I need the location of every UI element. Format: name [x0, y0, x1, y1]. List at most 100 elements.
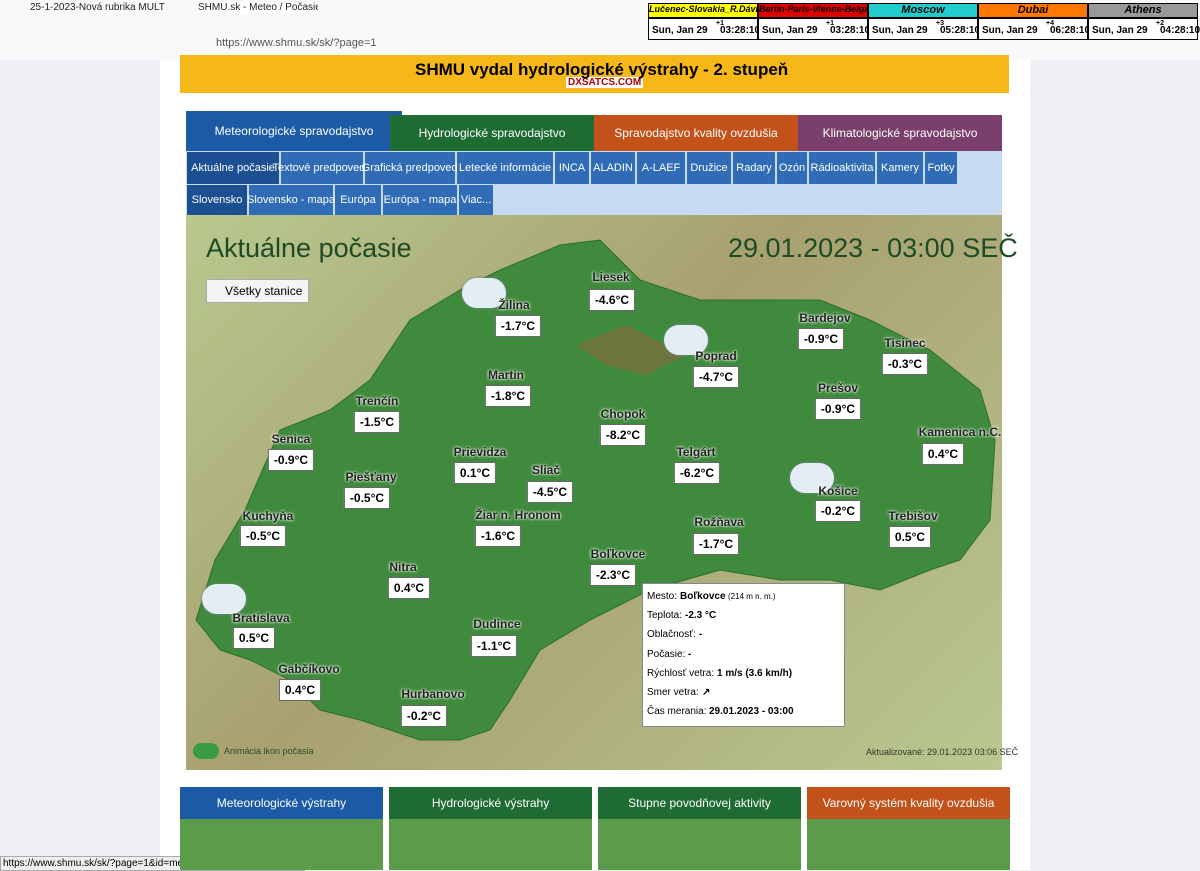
sub-tab[interactable]: Aktuálne počasie	[187, 152, 279, 184]
panel-map	[598, 819, 801, 870]
logo: DXSATCS.COM	[566, 77, 644, 88]
panel-title[interactable]: Meteorologické výstrahy	[180, 787, 383, 819]
tab[interactable]: 25-1-2023-Nová rubrika MULTISTR	[30, 2, 165, 13]
sub-tab[interactable]: Grafická predpoveď	[362, 152, 458, 184]
tooltip-extra: (214 m n. m.)	[728, 592, 776, 601]
station-temp[interactable]: -4.7°C	[692, 366, 740, 388]
clock-city: Lučenec-Slovakia_R.Dávid	[648, 3, 764, 18]
station-temp[interactable]: -1.1°C	[470, 635, 518, 657]
station-name: Košice	[818, 484, 858, 498]
tooltip-value: -2.3 °C	[685, 610, 717, 622]
sub-tab[interactable]: Kamery	[877, 152, 923, 184]
sub-tab[interactable]: Textové predpovede	[272, 152, 372, 184]
clock-city: Dubai	[978, 3, 1088, 18]
sub-tab[interactable]: Družice	[687, 152, 731, 184]
station-temp[interactable]: 0.4°C	[921, 443, 965, 465]
main-tab[interactable]: Spravodajstvo kvality ovzdušia	[594, 115, 798, 151]
panel-title[interactable]: Hydrologické výstrahy	[389, 787, 592, 819]
station-name: Bratislava	[232, 611, 290, 625]
cloud-icon	[202, 584, 246, 614]
station-temp[interactable]: -0.3°C	[881, 353, 929, 375]
station-temp[interactable]: -0.2°C	[814, 500, 862, 522]
clock-city: Moscow	[868, 3, 978, 18]
clock-time: 05:28:10	[940, 25, 981, 36]
region-tab[interactable]: Viac...	[459, 185, 493, 215]
clock-date: Sun, Jan 29	[652, 25, 708, 36]
station-temp[interactable]: -4.6°C	[588, 289, 636, 311]
region-tab[interactable]: Európa - mapa	[383, 185, 457, 215]
station-name: Kuchyňa	[242, 509, 294, 523]
main-tab[interactable]: Meteorologické spravodajstvo	[186, 111, 402, 151]
sub-tab[interactable]: ALADIN	[591, 152, 635, 184]
tooltip-value: 29.01.2023 - 03:00	[709, 706, 794, 718]
station-temp[interactable]: -1.6°C	[474, 525, 522, 547]
station-name: Hurbanovo	[401, 687, 465, 701]
toggle[interactable]	[193, 743, 219, 759]
sub-tab[interactable]: Letecké informácie	[457, 152, 553, 184]
panel-map	[389, 819, 592, 870]
url[interactable]: https://www.shmu.sk/sk/?page=1	[216, 37, 377, 49]
station-name: Prievidza	[453, 445, 507, 459]
station-temp[interactable]: -0.9°C	[267, 449, 315, 471]
sub-tab[interactable]: Ozón	[777, 152, 807, 184]
mountains	[576, 325, 686, 375]
station-temp[interactable]: -1.7°C	[692, 533, 740, 555]
station-name: Bardejov	[799, 311, 851, 325]
region-tab[interactable]: Slovensko - mapa	[247, 185, 335, 215]
cloud-icon	[664, 325, 708, 355]
clock-city: Berlin-Paris-Vienna-Belgrade	[758, 3, 883, 18]
station-name: Sliač	[531, 463, 561, 477]
tab[interactable]: SHMU.sk - Meteo / Počasie / Hyd	[198, 2, 318, 13]
station-temp[interactable]: -0.9°C	[797, 328, 845, 350]
station-name: Gabčíkovo	[278, 662, 340, 676]
station-temp[interactable]: -6.2°C	[673, 462, 721, 484]
sub-tab[interactable]: INCA	[555, 152, 589, 184]
station-temp[interactable]: -0.9°C	[814, 398, 862, 420]
station-temp[interactable]: -1.7°C	[494, 315, 542, 337]
tooltip-value: ↗	[702, 687, 711, 698]
station-temp[interactable]: 0.5°C	[888, 526, 932, 548]
clock-date: Sun, Jan 29	[762, 25, 818, 36]
station-temp[interactable]: -8.2°C	[599, 424, 647, 446]
station-temp[interactable]: -0.5°C	[239, 525, 287, 547]
sub-tab[interactable]: A-LAEF	[637, 152, 685, 184]
tooltip-label: Teplota:	[647, 610, 683, 622]
station-temp[interactable]: 0.1°C	[453, 462, 497, 484]
sub-tab[interactable]: Fotky	[925, 152, 957, 184]
tooltip-label: Čas merania:	[647, 706, 707, 718]
main-tab[interactable]: Klimatologické spravodajstvo	[798, 115, 1002, 151]
station-temp[interactable]: 0.5°C	[232, 627, 276, 649]
station-temp[interactable]: -4.5°C	[526, 481, 574, 503]
tooltip-value: -	[699, 629, 703, 641]
station-temp[interactable]: 0.4°C	[278, 679, 322, 701]
clock-box	[1088, 18, 1198, 40]
station-name: Martin	[488, 368, 524, 382]
sub-tab[interactable]: Radary	[733, 152, 775, 184]
station-name: Piešťany	[345, 470, 397, 484]
station-temp[interactable]: -1.5°C	[353, 411, 401, 433]
clock-time: 03:28:10	[830, 25, 871, 36]
station-temp[interactable]: -1.8°C	[484, 385, 532, 407]
clock-offset: +4	[1046, 20, 1054, 27]
station-name: Žilina	[498, 298, 530, 312]
station-name: Tisinec	[884, 336, 926, 350]
station-temp[interactable]: 0.4°C	[387, 577, 431, 599]
all-stations[interactable]: Všetky stanice	[206, 279, 310, 303]
station-name: Chopok	[600, 407, 646, 421]
region-tab[interactable]: Európa	[335, 185, 381, 215]
sub-tab[interactable]: Rádioaktivita	[809, 152, 875, 184]
station-temp[interactable]: -2.3°C	[589, 564, 637, 586]
station-temp[interactable]: -0.2°C	[400, 705, 448, 727]
main-tab[interactable]: Hydrologické spravodajstvo	[390, 115, 594, 151]
tooltip-value: 1 m/s (3.6 km/h)	[717, 667, 793, 679]
station-name: Kamenica n.C.	[918, 425, 1002, 439]
map-datetime: 29.01.2023 - 03:00 SEČ	[728, 233, 1018, 263]
station-name: Rožňava	[694, 515, 744, 529]
station-name: Poprad	[695, 349, 737, 363]
panel-title[interactable]: Stupne povodňovej aktivity	[598, 787, 801, 819]
tooltip-label: Smer vetra:	[647, 687, 699, 698]
panel-title[interactable]: Varovný systém kvality ovzdušia	[807, 787, 1010, 819]
region-tab[interactable]: Slovensko	[187, 185, 247, 215]
station-temp[interactable]: -0.5°C	[343, 487, 391, 509]
clock-date: Sun, Jan 29	[1092, 25, 1148, 36]
